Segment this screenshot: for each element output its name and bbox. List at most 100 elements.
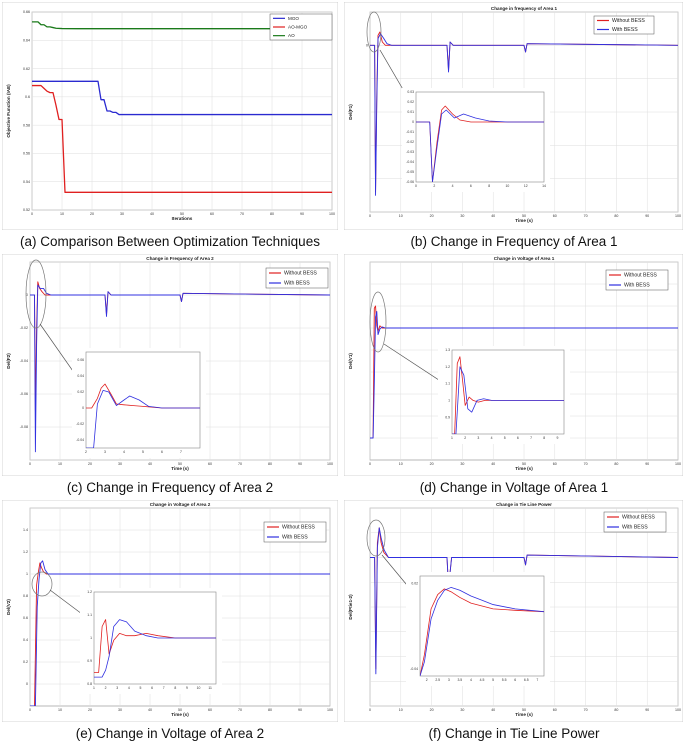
chart-f-inset-x-tick-4: 4	[470, 678, 472, 682]
chart-f-inset-y-tick-0: -0.04	[410, 667, 418, 671]
chart-e-svg: 0 10 20 30 40 50 60 70 80 90 10000.20.40.60.811.21…	[2, 500, 338, 722]
chart-c-svg: 0 10 20 30 40 50 60 70 80 90 100-0.08-0.06-0.04-0.…	[2, 254, 338, 476]
chart-c-zoom-ellipse	[25, 259, 47, 329]
chart-b-inset-y-tick-4: -0.02	[406, 140, 414, 144]
chart-e-inset-x-tick-0: 1	[93, 686, 95, 690]
chart-d-inset-x-tick-5: 6	[517, 436, 519, 440]
chart-a-y-tick-6: 0.64	[23, 38, 30, 42]
chart-c-inset-x-tick-3: 5	[142, 450, 144, 454]
chart-f-x-tick-6: 60	[553, 708, 557, 712]
chart-d-x-tick-8: 80	[614, 462, 618, 466]
chart-d-main-series-with-bess	[370, 311, 678, 439]
chart-b-inset-x-tick-0: 0	[415, 184, 417, 188]
chart-b-inset-series-series-with-bess	[416, 109, 544, 182]
chart-e-inset-x-tick-3: 4	[128, 686, 130, 690]
chart-e-inset-y-tick-0: 0.8	[87, 682, 92, 686]
chart-d-x-tick-3: 30	[460, 462, 464, 466]
chart-e-y-axis-label: Del(V2)	[6, 599, 11, 615]
chart-e-x-tick-7: 70	[238, 708, 242, 712]
chart-e-x-tick-10: 100	[327, 708, 333, 712]
chart-b-inset-y-tick-3: -0.03	[406, 150, 414, 154]
chart-c-x-tick-8: 80	[268, 462, 272, 466]
chart-a-y-tick-1: 0.54	[23, 180, 30, 184]
chart-c-legend-label-0: Without BESS	[284, 271, 317, 277]
chart-c-legend-box	[265, 267, 329, 289]
chart-b-y-tick-5: 0	[366, 44, 368, 48]
chart-a-y-tick-0: 0.52	[23, 208, 30, 212]
chart-e-title: Change in Voltage of Area 2	[150, 502, 211, 507]
chart-a-x-tick-1: 10	[60, 212, 64, 216]
chart-panel-e: 0 10 20 30 40 50 60 70 80 90 100 0 0.2 0.4 0.6 0.8 1 1.2 1…	[2, 500, 338, 722]
chart-e-inset-series-series-with-bess	[94, 619, 216, 678]
chart-e-y-tick-5: 1	[26, 572, 28, 576]
chart-d-zoom-arrow-line	[383, 343, 449, 387]
chart-b-legend-label-0: Without BESS	[612, 18, 645, 24]
chart-c-inset-y-tick-5: 0.06	[77, 358, 84, 362]
chart-c-inset-x-tick-4: 6	[161, 450, 163, 454]
chart-b-x-tick-1: 10	[399, 214, 403, 218]
chart-d-inset-x-tick-7: 8	[543, 436, 545, 440]
chart-b-x-tick-8: 80	[614, 214, 618, 218]
chart-f-inset-x-tick-1: 2.5	[435, 678, 440, 682]
chart-b-inset-y-tick-1: -0.05	[406, 170, 414, 174]
chart-a-main-series-mgo	[32, 80, 332, 116]
chart-b-x-tick-4: 40	[491, 214, 495, 218]
chart-d-inset-x-tick-1: 2	[464, 436, 466, 440]
chart-b-inset-x-tick-7: 14	[542, 184, 546, 188]
chart-e-inset-y-tick-1: 0.9	[87, 659, 92, 663]
chart-c-inset-series-series-with-bess	[86, 389, 200, 448]
chart-f-legend-label-0: Without BESS	[622, 515, 655, 521]
chart-c-x-tick-3: 30	[118, 462, 122, 466]
chart-a-y-axis-label: Objective Function (IAE)	[6, 84, 11, 138]
chart-a-x-tick-7: 70	[240, 212, 244, 216]
chart-a-x-tick-5: 50	[180, 212, 184, 216]
chart-e-y-tick-2: 0.4	[23, 638, 28, 642]
chart-d-inset-x-tick-8: 9	[556, 436, 558, 440]
chart-e-x-tick-0: 0	[29, 708, 31, 712]
chart-e-x-tick-4: 40	[148, 708, 152, 712]
chart-d-inset-x-tick-2: 3	[477, 436, 479, 440]
chart-e-inset-x-tick-4: 5	[140, 686, 142, 690]
chart-b-x-tick-3: 30	[460, 214, 464, 218]
chart-f-x-tick-1: 10	[399, 708, 403, 712]
chart-f-main-series-with-bess	[370, 527, 678, 675]
chart-c-y-tick-5: 0	[26, 293, 28, 297]
chart-a-y-tick-3: 0.58	[23, 123, 30, 127]
chart-c-x-tick-10: 100	[327, 462, 333, 466]
chart-d-inset-y-tick-1: 1	[448, 399, 450, 403]
chart-a-x-tick-9: 90	[300, 212, 304, 216]
chart-c-x-tick-2: 20	[88, 462, 92, 466]
chart-b-legend-label-1: With BESS	[612, 27, 638, 33]
chart-b-inset-x-tick-5: 10	[506, 184, 510, 188]
chart-d-svg: 0 10 20 30 40 50 60 70 80 90 100 Change in Voltage …	[344, 254, 683, 476]
chart-b-inset-x-tick-4: 8	[488, 184, 490, 188]
chart-a-main-series-ao	[32, 21, 332, 30]
chart-c-x-tick-7: 70	[238, 462, 242, 466]
chart-c-title: Change in Frequency of Area 2	[146, 256, 214, 261]
chart-e-inset-x-tick-5: 6	[151, 686, 153, 690]
chart-a-x-tick-8: 80	[270, 212, 274, 216]
chart-f-legend-box	[603, 511, 667, 533]
chart-a-y-tick-7: 0.66	[23, 10, 30, 14]
caption-d: (d) Change in Voltage of Area 1	[419, 480, 609, 495]
chart-c-y-tick-4: -0.02	[20, 326, 28, 330]
chart-panel-a: 0 10 20 30 40 50 60 70 80 90 100 0.52 0.54 0.56 0.58 0.…	[2, 2, 338, 230]
chart-c-inset-x-tick-5: 7	[180, 450, 182, 454]
chart-e-inset-x-tick-9: 10	[197, 686, 201, 690]
chart-e-x-tick-6: 60	[208, 708, 212, 712]
chart-e-inset-x-tick-8: 9	[186, 686, 188, 690]
chart-b-inset-y-tick-7: 0.01	[407, 110, 414, 114]
chart-panel-b: 0 10 20 30 40 50 60 70 80 90 100 0 Change in frequen…	[344, 2, 683, 230]
chart-f-inset-x-tick-8: 6	[514, 678, 516, 682]
chart-b-inset-y-tick-6: 0	[412, 120, 414, 124]
chart-d-x-tick-2: 20	[430, 462, 434, 466]
chart-f-x-tick-10: 100	[675, 708, 681, 712]
chart-e-x-tick-1: 10	[58, 708, 62, 712]
chart-a-legend-label-0: MGO	[288, 16, 299, 21]
chart-c-y-tick-1: -0.08	[20, 425, 28, 429]
chart-b-inset-y-tick-5: -0.01	[406, 130, 414, 134]
chart-f-inset-plot-area	[419, 575, 545, 677]
caption-a: (a) Comparison Between Optimization Tech…	[20, 234, 320, 249]
chart-f-x-tick-2: 20	[430, 708, 434, 712]
chart-d-inset-x-tick-4: 5	[504, 436, 506, 440]
